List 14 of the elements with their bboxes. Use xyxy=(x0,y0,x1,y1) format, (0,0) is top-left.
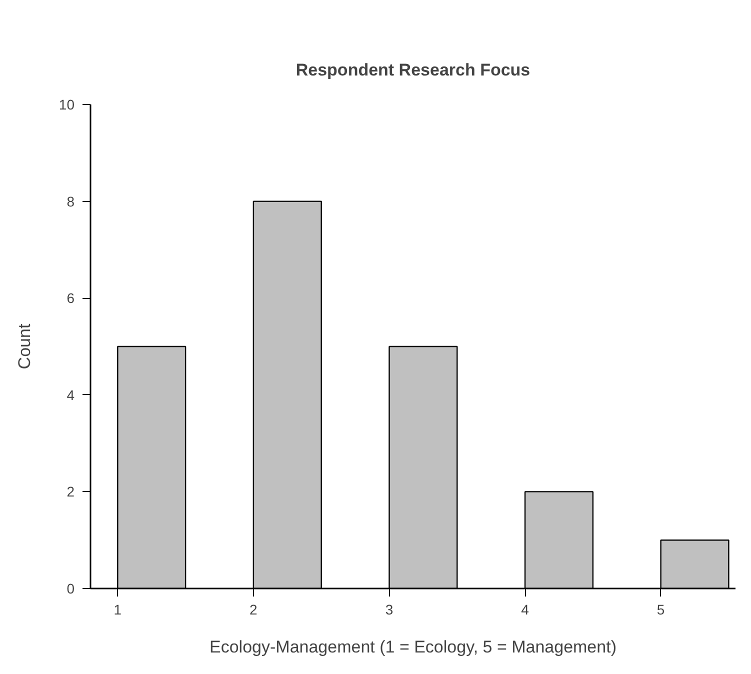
y-tick-label: 4 xyxy=(66,386,75,403)
x-axis-title: Ecology-Management (1 = Ecology, 5 = Management) xyxy=(210,638,616,656)
y-tick-label: 8 xyxy=(66,193,75,210)
x-tick-label: 5 xyxy=(656,602,665,618)
x-tick-label: 2 xyxy=(250,602,258,618)
x-tick-label: 1 xyxy=(114,602,122,618)
x-tick-label: 3 xyxy=(385,602,394,618)
y-tick-label: 6 xyxy=(66,290,75,306)
y-axis-title: Count xyxy=(14,324,34,370)
chart-title: Respondent Research Focus xyxy=(296,60,530,80)
y-tick-label: 2 xyxy=(66,484,75,500)
x-tick-label: 4 xyxy=(521,602,530,618)
y-tick-label: 0 xyxy=(66,580,75,596)
y-tick-label: 10 xyxy=(58,96,75,112)
